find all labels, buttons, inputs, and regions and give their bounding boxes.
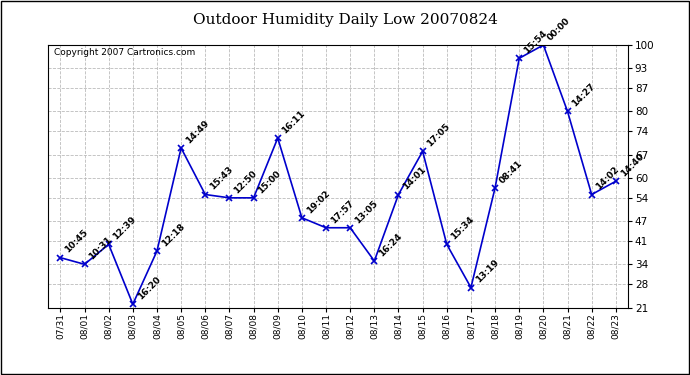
Text: 08:41: 08:41 [498, 159, 524, 185]
Text: 12:39: 12:39 [112, 215, 138, 242]
Text: 12:18: 12:18 [160, 222, 186, 248]
Text: 17:57: 17:57 [329, 198, 355, 225]
Text: 15:54: 15:54 [522, 29, 549, 56]
Text: 14:02: 14:02 [595, 165, 621, 192]
Text: 13:19: 13:19 [474, 258, 500, 285]
Text: 16:20: 16:20 [136, 275, 162, 302]
Text: 15:00: 15:00 [257, 169, 283, 195]
Text: 15:34: 15:34 [450, 215, 476, 242]
Text: 16:24: 16:24 [377, 231, 404, 258]
Text: Outdoor Humidity Daily Low 20070824: Outdoor Humidity Daily Low 20070824 [193, 13, 497, 27]
Text: 14:40: 14:40 [619, 152, 645, 178]
Text: 00:00: 00:00 [546, 16, 573, 42]
Text: 14:27: 14:27 [571, 82, 597, 109]
Text: Copyright 2007 Cartronics.com: Copyright 2007 Cartronics.com [54, 48, 195, 57]
Text: 14:01: 14:01 [402, 165, 428, 192]
Text: 16:11: 16:11 [281, 109, 307, 135]
Text: 10:45: 10:45 [63, 228, 90, 255]
Text: 12:50: 12:50 [233, 168, 259, 195]
Text: 19:02: 19:02 [305, 188, 331, 215]
Text: 13:05: 13:05 [353, 198, 380, 225]
Text: 10:31: 10:31 [88, 235, 114, 261]
Text: 17:05: 17:05 [426, 122, 452, 148]
Text: 14:49: 14:49 [184, 118, 210, 145]
Text: 15:43: 15:43 [208, 165, 235, 192]
